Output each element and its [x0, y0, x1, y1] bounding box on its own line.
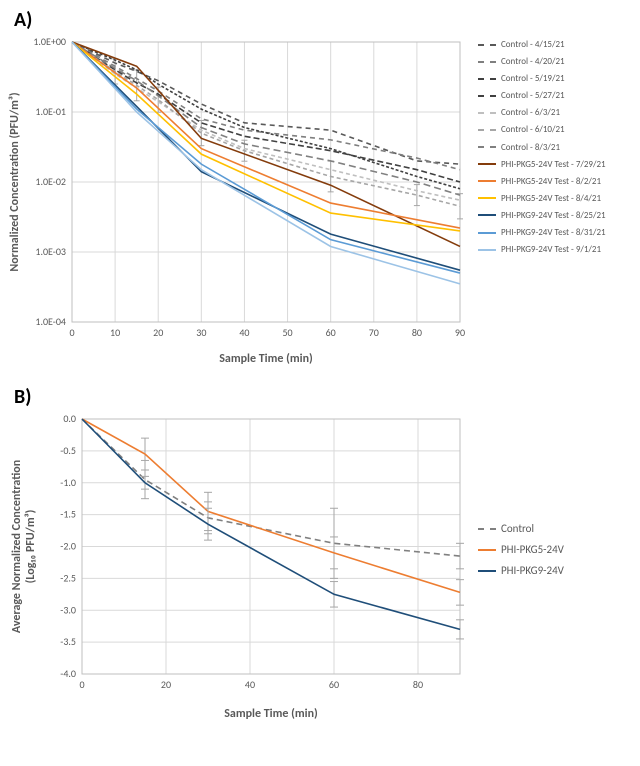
legend-item: PHI-PKG5-24V Test - 7/29/21 — [478, 156, 606, 173]
svg-text:40: 40 — [245, 678, 255, 691]
legend-b: ControlPHI-PKG5-24VPHI-PKG9-24V — [470, 409, 564, 582]
svg-text:-0.5: -0.5 — [60, 444, 76, 457]
legend-item: PHI-PKG5-24V — [478, 540, 564, 561]
legend-item: PHI-PKG9-24V — [478, 561, 564, 582]
svg-text:80: 80 — [413, 678, 423, 691]
svg-text:1.0E+00: 1.0E+00 — [33, 35, 66, 48]
svg-text:0: 0 — [79, 678, 84, 691]
svg-text:60: 60 — [329, 678, 339, 691]
svg-text:1.0E-04: 1.0E-04 — [35, 315, 66, 328]
svg-text:90: 90 — [455, 326, 465, 339]
panel-b-row: 0 20 40 60 80 -4.0 -3.5 -3.0 -2.5 -2.0 -1.5 -1.0 -0.… — [0, 409, 640, 734]
legend-item: PHI-PKG9-24V Test - 8/31/21 — [478, 224, 606, 241]
legend-item: Control - 6/10/21 — [478, 121, 606, 138]
svg-text:50: 50 — [282, 326, 292, 339]
legend-item: Control - 6/3/21 — [478, 104, 606, 121]
chart-a: 0 10 20 30 40 50 60 70 80 90 1.0E-04 1.0E-03 1.0E-02… — [0, 32, 470, 377]
legend-item: Control - 5/27/21 — [478, 87, 606, 104]
panel-a-label: A) — [0, 0, 640, 32]
svg-text:10: 10 — [110, 326, 120, 339]
svg-text:70: 70 — [369, 326, 379, 339]
panel-b-label: B) — [0, 377, 640, 409]
svg-text:1.0E-03: 1.0E-03 — [35, 245, 66, 258]
svg-text:1.0E-01: 1.0E-01 — [35, 105, 66, 118]
svg-text:-3.0: -3.0 — [60, 603, 76, 616]
legend-item: Control - 4/15/21 — [478, 36, 606, 53]
legend-a: Control - 4/15/21Control - 4/20/21Contro… — [470, 32, 606, 258]
svg-text:20: 20 — [161, 678, 171, 691]
legend-item: PHI-PKG5-24V Test - 8/2/21 — [478, 173, 606, 190]
svg-text:-2.0: -2.0 — [60, 540, 76, 553]
chart-a-svg: 0 10 20 30 40 50 60 70 80 90 1.0E-04 1.0E-03 1.0E-02… — [0, 32, 470, 372]
svg-text:Sample Time (min): Sample Time (min) — [224, 707, 318, 721]
svg-text:Sample Time (min): Sample Time (min) — [219, 352, 313, 366]
svg-text:Average Normalized Concentrati: Average Normalized Concentration(Log₁₀ P… — [10, 460, 38, 633]
svg-text:-1.0: -1.0 — [60, 476, 76, 489]
svg-text:-3.5: -3.5 — [60, 635, 76, 648]
svg-text:60: 60 — [326, 326, 336, 339]
svg-text:-4.0: -4.0 — [60, 667, 76, 680]
panel-a-row: 0 10 20 30 40 50 60 70 80 90 1.0E-04 1.0E-03 1.0E-02… — [0, 32, 640, 377]
legend-item: Control — [478, 519, 564, 540]
svg-text:40: 40 — [239, 326, 249, 339]
chart-b-svg: 0 20 40 60 80 -4.0 -3.5 -3.0 -2.5 -2.0 -1.5 -1.0 -0.… — [0, 409, 470, 729]
svg-text:Normalized Concentration (PFU/: Normalized Concentration (PFU/m³) — [8, 92, 22, 271]
svg-text:30: 30 — [196, 326, 206, 339]
svg-text:0: 0 — [69, 326, 74, 339]
svg-text:1.0E-02: 1.0E-02 — [35, 175, 66, 188]
legend-item: Control - 4/20/21 — [478, 53, 606, 70]
chart-b: 0 20 40 60 80 -4.0 -3.5 -3.0 -2.5 -2.0 -1.5 -1.0 -0.… — [0, 409, 470, 734]
legend-item: PHI-PKG9-24V Test - 8/25/21 — [478, 207, 606, 224]
legend-item: Control - 5/19/21 — [478, 70, 606, 87]
svg-text:80: 80 — [412, 326, 422, 339]
legend-item: Control - 8/3/21 — [478, 139, 606, 156]
svg-text:-2.5: -2.5 — [60, 571, 76, 584]
svg-text:20: 20 — [153, 326, 163, 339]
legend-item: PHI-PKG5-24V Test - 8/4/21 — [478, 190, 606, 207]
svg-text:-1.5: -1.5 — [60, 508, 76, 521]
legend-item: PHI-PKG9-24V Test - 9/1/21 — [478, 241, 606, 258]
svg-text:0.0: 0.0 — [63, 412, 76, 425]
